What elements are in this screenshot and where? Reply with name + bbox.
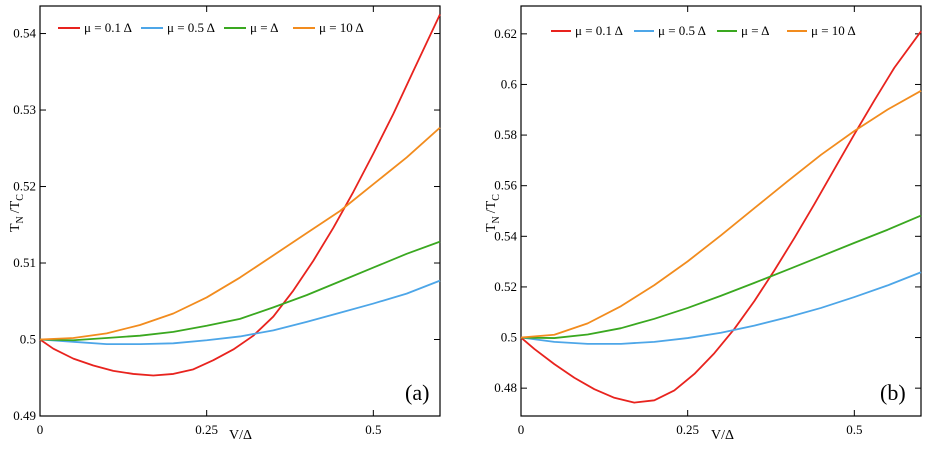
y-label-sub-c: C <box>491 194 502 201</box>
y-tick-label: 0.49 <box>13 408 36 423</box>
y-label-sub-c: C <box>15 194 26 201</box>
panel-label: (b) <box>880 380 906 405</box>
legend-label-mu-0.1: μ = 0.1 Δ <box>575 23 623 38</box>
y-label-mid: /T <box>8 200 23 213</box>
y-ticks: 0.49 0.5 0.51 0.52 0.53 0.54 <box>13 26 440 423</box>
legend: μ = 0.1 Δ μ = 0.5 Δ μ = Δ μ = 10 Δ <box>551 23 856 38</box>
y-tick-label: 0.52 <box>13 179 36 194</box>
series-lines <box>520 30 922 404</box>
x-tick-label: 0.5 <box>365 422 381 437</box>
x-tick-label: 0.5 <box>846 422 862 437</box>
legend-label-mu-10: μ = 10 Δ <box>319 20 364 35</box>
y-axis-label: TN/TC <box>8 194 26 232</box>
panel-a: 0 0.25 0.5 0.49 0.5 0.51 0.52 0.53 0.54 μ = 0.1… <box>8 5 441 443</box>
x-axis-label: V/Δ <box>711 428 734 443</box>
x-axis-label: V/Δ <box>229 428 252 443</box>
y-label-sub-n: N <box>15 216 26 223</box>
y-tick-label: 0.5 <box>20 332 36 347</box>
x-tick-label: 0.25 <box>676 422 699 437</box>
y-label-mid: /T <box>484 200 499 213</box>
y-label-main: T <box>484 223 499 232</box>
y-tick-label: 0.51 <box>13 255 36 270</box>
y-label-main: T <box>8 223 23 232</box>
y-tick-label: 0.56 <box>494 178 517 193</box>
y-label-sub-n: N <box>491 216 502 223</box>
series-line-2 <box>39 240 441 342</box>
legend-label-mu-1: μ = Δ <box>741 23 769 38</box>
y-tick-label: 0.58 <box>494 127 517 142</box>
plot-frame <box>520 5 922 417</box>
y-ticks: 0.48 0.5 0.52 0.54 0.56 0.58 0.6 0.62 <box>494 26 921 395</box>
legend-label-mu-0.5: μ = 0.5 Δ <box>658 23 706 38</box>
x-ticks: 0 0.25 0.5 <box>518 6 862 437</box>
legend-label-mu-0.1: μ = 0.1 Δ <box>84 20 132 35</box>
legend: μ = 0.1 Δ μ = 0.5 Δ μ = Δ μ = 10 Δ <box>58 20 364 35</box>
y-tick-label: 0.54 <box>494 228 517 243</box>
x-ticks: 0 0.25 0.5 <box>37 6 381 437</box>
panel-b: 0 0.25 0.5 0.480.50.520.540.560.580.60.62 … <box>484 5 922 443</box>
series-line-0 <box>520 30 922 404</box>
y-tick-label: 0.54 <box>13 26 36 41</box>
plot-frame <box>39 5 441 417</box>
y-axis-label: TN/TC <box>484 194 502 232</box>
legend-label-mu-0.5: μ = 0.5 Δ <box>167 20 215 35</box>
legend-label-mu-1: μ = Δ <box>250 20 278 35</box>
y-tick-label: 0.52 <box>494 279 517 294</box>
series-line-1 <box>39 279 441 346</box>
y-tick-label: 0.48 <box>494 380 517 395</box>
x-tick-label: 0.25 <box>195 422 218 437</box>
y-tick-label: 0.53 <box>13 102 36 117</box>
y-tick-label: 0.6 <box>501 76 518 91</box>
series-line-3 <box>520 89 922 339</box>
y-tick-label: 0.62 <box>494 26 517 41</box>
x-tick-label: 0 <box>37 422 44 437</box>
series-line-3 <box>39 126 441 341</box>
panel-label: (a) <box>405 380 429 405</box>
x-tick-label: 0 <box>518 422 525 437</box>
series-line-2 <box>520 214 922 339</box>
legend-label-mu-10: μ = 10 Δ <box>811 23 856 38</box>
y-tick-label: 0.5 <box>501 330 517 345</box>
series-lines <box>39 14 441 377</box>
series-line-1 <box>520 271 922 345</box>
series-line-0 <box>39 14 441 377</box>
